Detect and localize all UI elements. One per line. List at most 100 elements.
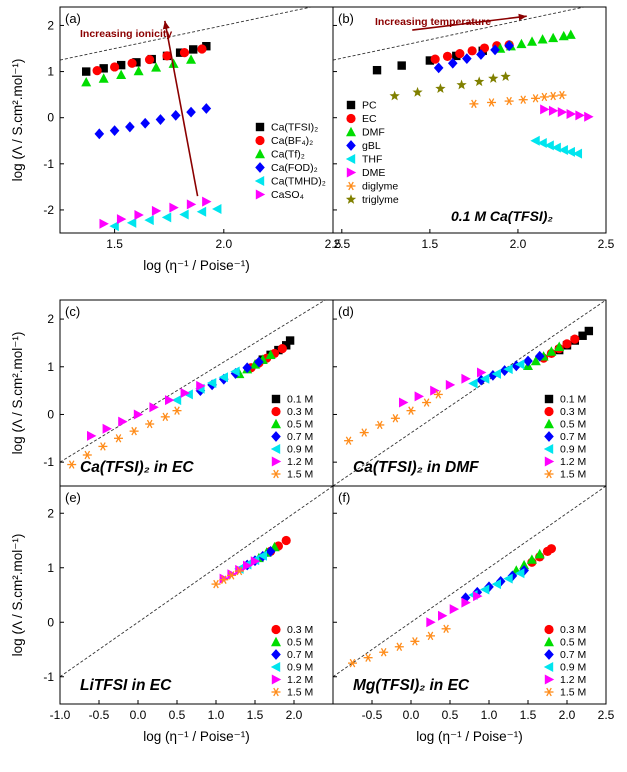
data-point — [265, 546, 276, 557]
legend-label: 0.7 M — [287, 431, 313, 443]
inset-text: 0.1 M Ca(TFSI)₂ — [451, 208, 553, 224]
x-tick-label: 1.0 — [481, 708, 498, 722]
legend-label: 0.5 M — [560, 637, 586, 649]
data-point — [438, 610, 448, 621]
legend-label: 0.3 M — [287, 624, 313, 636]
legend-label: 0.3 M — [560, 406, 586, 418]
data-point — [467, 46, 477, 56]
data-point — [206, 377, 217, 388]
data-point — [515, 359, 525, 370]
legend-marker — [544, 456, 555, 467]
data-point — [433, 62, 444, 74]
data-point — [422, 398, 432, 407]
data-point — [477, 367, 487, 378]
legend-label: 1.2 M — [560, 674, 586, 686]
data-point — [445, 379, 456, 390]
series-1-5-m — [211, 566, 244, 589]
legend-marker — [345, 194, 357, 204]
data-point — [504, 40, 514, 52]
data-point — [479, 584, 490, 595]
data-point — [230, 366, 240, 377]
asterisk-stroke — [550, 91, 556, 101]
data-point — [546, 346, 557, 356]
data-point — [250, 556, 261, 567]
data-point — [500, 71, 511, 82]
panel-label: (f) — [338, 490, 350, 505]
series-1-2-m — [399, 367, 487, 408]
data-point — [99, 64, 108, 73]
series-0-9-m — [468, 359, 525, 389]
data-point — [578, 331, 587, 340]
data-point — [277, 344, 287, 354]
data-point — [442, 51, 453, 61]
x-tick-label: -0.5 — [89, 708, 110, 722]
legend-marker — [254, 176, 265, 186]
y-tick-label: 1 — [47, 360, 54, 374]
data-point — [133, 65, 144, 76]
asterisk-stroke — [520, 95, 527, 104]
y-tick-label: 2 — [47, 506, 54, 520]
data-point — [433, 390, 443, 399]
data-point — [539, 92, 549, 102]
asterisk-stroke — [435, 390, 442, 399]
data-point — [584, 111, 594, 122]
legend-label: PC — [362, 100, 377, 112]
asterisk-stroke — [506, 96, 512, 106]
data-point — [165, 395, 175, 406]
data-point — [243, 560, 253, 571]
asterisk-stroke — [213, 579, 219, 589]
x-tick-label: 2.0 — [215, 237, 232, 251]
legend-label: 0.7 M — [560, 649, 586, 661]
data-point — [558, 30, 569, 41]
data-point — [426, 631, 435, 641]
data-point — [406, 406, 416, 415]
asterisk-stroke — [273, 469, 279, 479]
data-point — [455, 48, 465, 59]
data-point — [548, 105, 559, 116]
data-point — [180, 388, 190, 398]
data-point — [197, 44, 207, 54]
data-point — [390, 414, 400, 423]
data-point — [473, 591, 483, 602]
data-point — [491, 579, 501, 590]
x-tick-label: 2.0 — [510, 237, 527, 251]
data-point — [348, 658, 357, 668]
data-point — [412, 86, 423, 97]
y-tick-label: -2 — [43, 203, 54, 217]
y-tick-label: 0 — [47, 407, 54, 421]
data-point — [102, 423, 112, 434]
legend: Ca(TFSI)₂Ca(BF₄)₂ Ca(Tf)₂Ca(FOD)₂ Ca(TMHD)… — [254, 122, 326, 201]
data-point — [67, 460, 77, 469]
data-point — [460, 592, 471, 604]
series-1-2-m — [87, 380, 206, 441]
legend-label: triglyme — [362, 194, 399, 206]
data-point — [447, 57, 458, 69]
data-point — [461, 597, 471, 608]
data-point — [394, 642, 404, 651]
legend-marker — [271, 431, 281, 442]
legend-label: 1.2 M — [560, 456, 586, 468]
data-point — [575, 110, 585, 121]
legend-marker — [544, 418, 554, 429]
data-point — [461, 373, 471, 384]
data-point — [491, 368, 501, 379]
data-point — [218, 372, 228, 383]
series-dme — [540, 104, 594, 122]
data-point — [201, 103, 212, 114]
data-point — [562, 339, 572, 349]
y-tick-label: -1 — [43, 455, 54, 469]
legend-marker — [271, 394, 281, 404]
data-point — [504, 96, 514, 106]
legend-label: Ca(FOD)₂ — [271, 162, 318, 174]
reference-line — [333, 486, 606, 678]
x-tick-label: 2.5 — [598, 237, 615, 251]
legend-marker — [271, 687, 281, 697]
asterisk-stroke — [443, 624, 449, 634]
annotation-text: Increasing temperature — [375, 16, 491, 28]
data-point — [94, 128, 105, 140]
data-point — [503, 364, 513, 375]
data-point — [399, 397, 409, 408]
asterisk-stroke — [471, 99, 477, 109]
y-tick-label: 1 — [47, 561, 54, 575]
